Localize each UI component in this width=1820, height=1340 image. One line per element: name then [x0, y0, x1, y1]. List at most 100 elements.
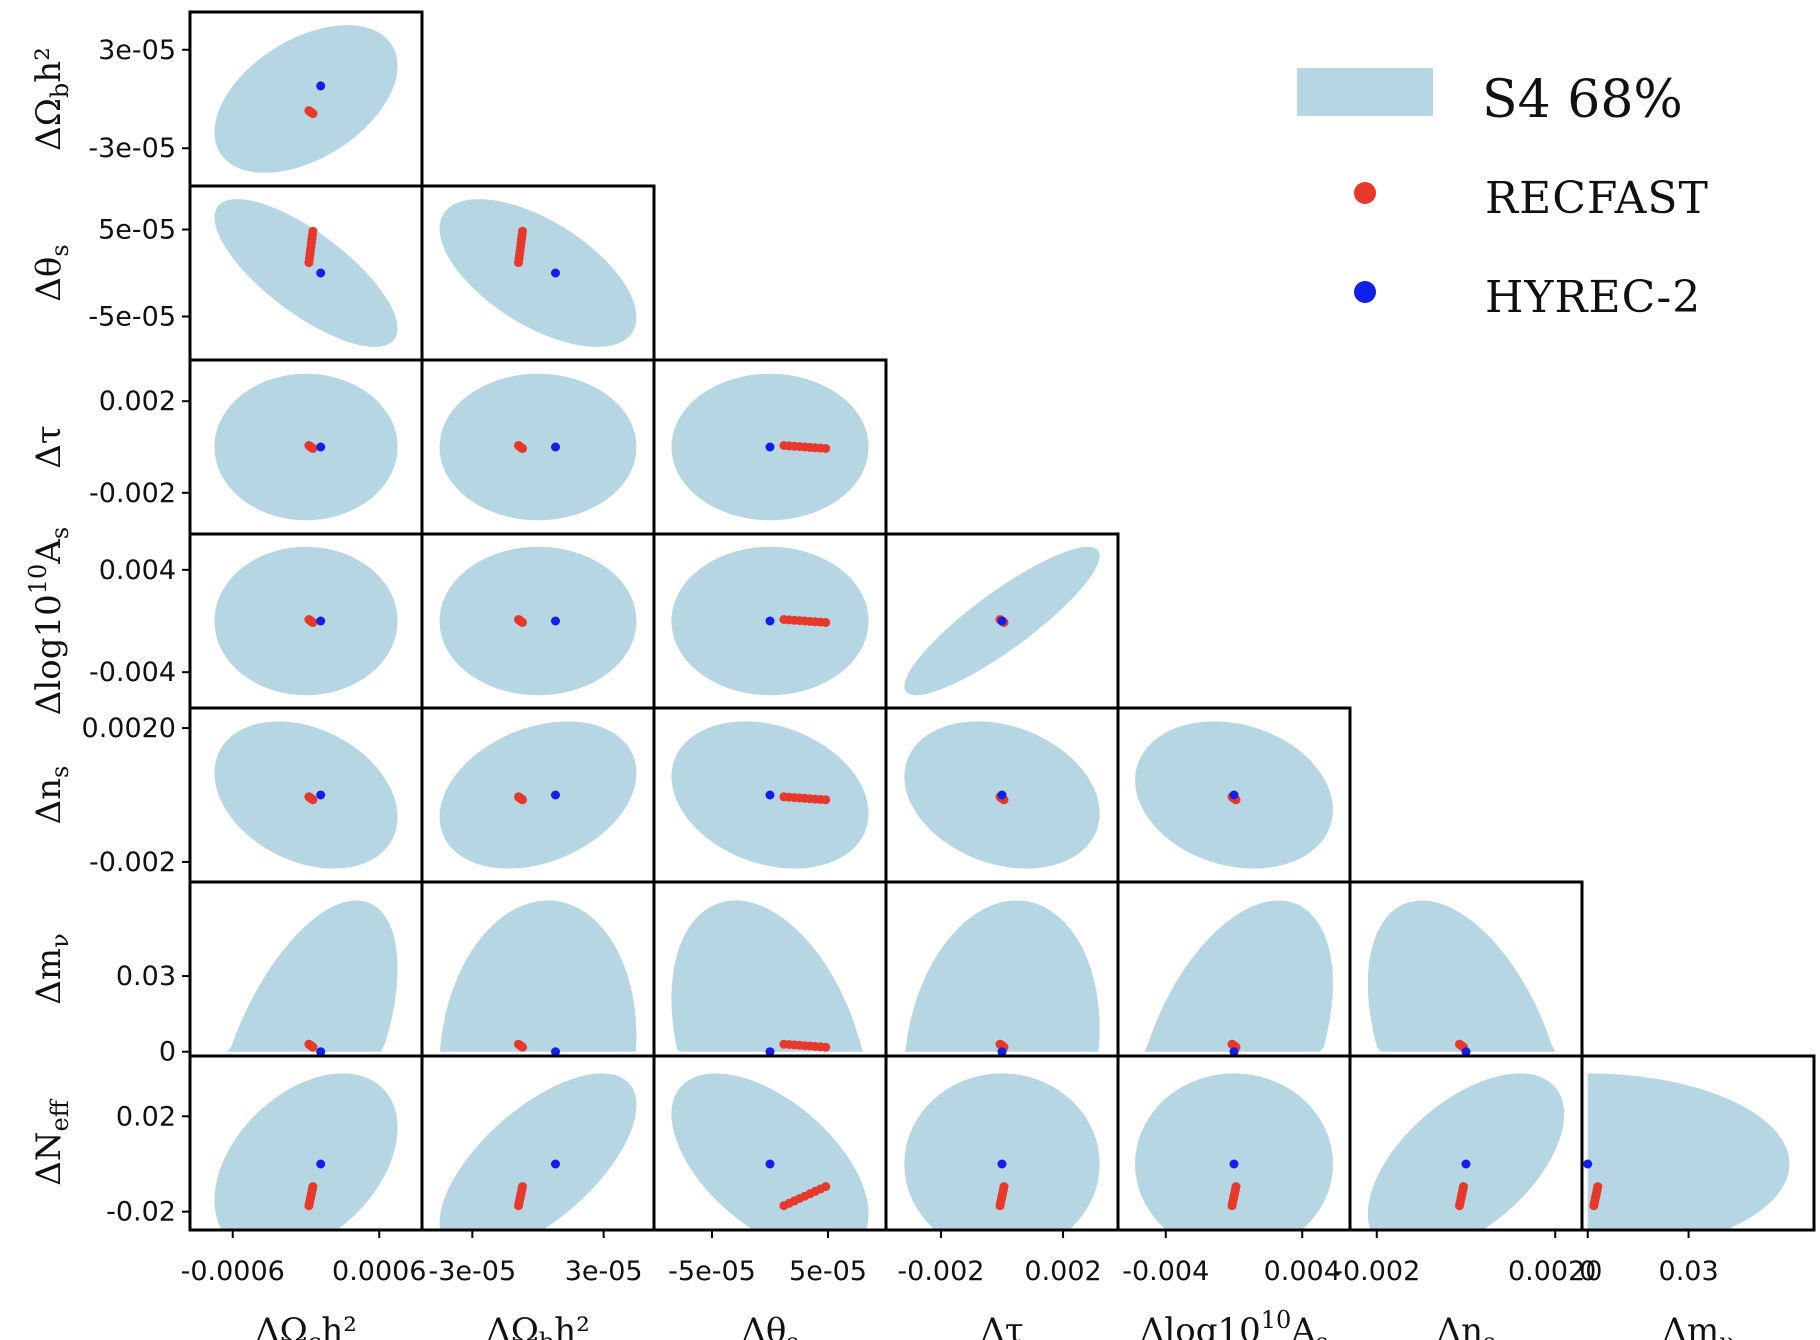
s4-68-contour: [439, 373, 637, 521]
cell-frame: [1580, 1054, 1816, 1232]
x-axis-label-ombh2-main: ΔΩ: [486, 1311, 539, 1340]
x-axis-label-logA: Δlog1010As: [1140, 1306, 1328, 1340]
y-tick-label: 0: [159, 1037, 176, 1068]
legend-contour-label: S4 68%: [1482, 70, 1683, 130]
y-axis-neff: 0.02 -0.02 ΔNeff: [29, 1098, 190, 1228]
hyrec-point: [997, 616, 1007, 626]
hyrec-point: [316, 268, 326, 278]
cell-mnu-vs-omch2: [188, 880, 424, 1058]
cell-neff-vs-ombh2: [420, 1054, 656, 1232]
y-tick-label: -3e-05: [88, 133, 176, 164]
cell-logA-vs-tau: [884, 532, 1120, 710]
x-axis-label-tau: Δτ: [980, 1311, 1023, 1340]
y-tick-label: 5e-05: [98, 215, 176, 246]
y-tick-label: -0.02: [106, 1197, 176, 1228]
x-axis-label-ns-main: Δn: [1437, 1311, 1483, 1340]
hyrec-point: [551, 1159, 560, 1169]
s4-68-contour: [1135, 1073, 1333, 1230]
hyrec-point: [765, 1047, 775, 1056]
x-axis-label-theta_s: Δθs: [741, 1311, 798, 1340]
y-axis-tau: -0.002 0.002 Δτ: [29, 386, 190, 509]
s4-68-contour: [439, 1073, 637, 1230]
recfast-point: [308, 1182, 318, 1192]
x-axis-label-logA-main: Δlog10: [1140, 1311, 1261, 1340]
legend-hyrec-label: HYREC-2: [1485, 272, 1701, 323]
recfast-point: [821, 618, 831, 627]
x-axis-label-mnu: Δmν: [1662, 1311, 1733, 1340]
y-tick-label: 0.03: [116, 961, 176, 992]
x-axis-label-logA-tail: A: [1290, 1311, 1316, 1340]
s4-68-contour: [439, 546, 637, 696]
y-tick-label: -0.002: [89, 847, 176, 878]
s4-68-contour: [904, 900, 1100, 1052]
cell-theta_s-vs-omch2: [188, 184, 424, 362]
recfast-point: [821, 1042, 831, 1052]
cell-ns-vs-theta_s: [652, 706, 888, 884]
recfast-point: [1459, 1182, 1468, 1192]
recfast-point: [308, 1042, 318, 1052]
x-tick-label: -0.0006: [181, 1256, 285, 1287]
y-axis-label-neff: ΔNeff: [29, 1098, 74, 1186]
y-axis-label-ombh2-tail: h²: [29, 47, 69, 83]
s4-68-contour: [1135, 900, 1333, 1052]
cell-neff-vs-logA: [1116, 1054, 1352, 1232]
x-axis-label-mnu-main: Δm: [1662, 1311, 1719, 1340]
y-axis-label-theta_s-sub: s: [46, 244, 74, 256]
hyrec-point: [551, 616, 560, 626]
legend: S4 68% RECFAST HYREC-2: [1297, 68, 1708, 323]
x-axis-label-logA-sup: 10: [1261, 1306, 1292, 1334]
recfast-point: [518, 1042, 527, 1052]
hyrec-point: [765, 1159, 775, 1169]
hyrec-point: [1461, 1047, 1471, 1056]
s4-68-contour: [439, 721, 637, 869]
s4-68-contour: [214, 1073, 398, 1230]
recfast-point: [821, 1182, 831, 1192]
cell-tau-vs-omch2: [188, 358, 424, 536]
cell-mnu-vs-theta_s: [652, 880, 888, 1058]
x-tick-label: 0: [1579, 1256, 1596, 1287]
cell-tau-vs-theta_s: [652, 358, 888, 536]
x-axes: -0.00060.0006ΔΩch²-3e-053e-05ΔΩbh²-5e-05…: [181, 1230, 1734, 1340]
y-axis-label-tau-main: Δτ: [29, 425, 69, 468]
y-axis-label-ombh2: ΔΩbh²: [29, 47, 74, 151]
x-tick-label: -3e-05: [429, 1256, 517, 1287]
hyrec-point: [997, 1047, 1007, 1056]
y-axis-label-logA-sub: s: [46, 527, 74, 539]
x-axis-label-omch2: ΔΩch²: [255, 1311, 357, 1340]
y-axis-label-ns: Δns: [29, 766, 74, 825]
y-axis-label-neff-main: ΔN: [29, 1131, 69, 1185]
cell-mnu-vs-tau: [884, 880, 1120, 1058]
cell-neff-vs-ns: [1348, 1054, 1584, 1232]
y-axis-label-tau: Δτ: [29, 425, 69, 468]
y-tick-label: 0.004: [99, 555, 176, 586]
s4-68-contour: [439, 199, 637, 347]
cell-tau-vs-ombh2: [420, 358, 656, 536]
hyrec-point: [551, 442, 560, 452]
x-axis-label-ns-sub: s: [1483, 1328, 1495, 1340]
recfast-point: [308, 109, 318, 119]
y-axis-label-ns-sub: s: [46, 766, 74, 778]
x-axis-mnu: 0 0.03 Δmν: [1579, 1230, 1734, 1340]
y-axes: -3e-053e-05ΔΩbh²-5e-055e-05Δθs-0.0020.00…: [24, 35, 190, 1228]
hyrec-point: [316, 81, 326, 91]
y-axis-label-mnu-main: Δm: [29, 948, 69, 1005]
hyrec-point: [551, 790, 560, 800]
x-tick-label: 5e-05: [789, 1256, 867, 1287]
cell-ns-vs-ombh2: [420, 706, 656, 884]
y-tick-label: 0.002: [99, 386, 176, 417]
recfast-point: [1593, 1182, 1603, 1192]
y-axis-label-mnu-sub: ν: [46, 933, 74, 948]
y-axis-label-logA-main: Δlog10: [29, 594, 69, 715]
x-axis-label-ombh2-tail: h²: [554, 1311, 590, 1340]
x-axis-label-logA-sub: s: [1316, 1328, 1328, 1340]
x-axis-label-ns: Δns: [1437, 1311, 1496, 1340]
cell-ns-vs-omch2: [188, 706, 424, 884]
x-axis-label-ombh2: ΔΩbh²: [486, 1311, 590, 1340]
y-axis-label-neff-sub: eff: [46, 1098, 74, 1131]
recfast-point: [308, 444, 318, 453]
hyrec-point: [551, 268, 560, 278]
hyrec-point: [1229, 790, 1239, 800]
